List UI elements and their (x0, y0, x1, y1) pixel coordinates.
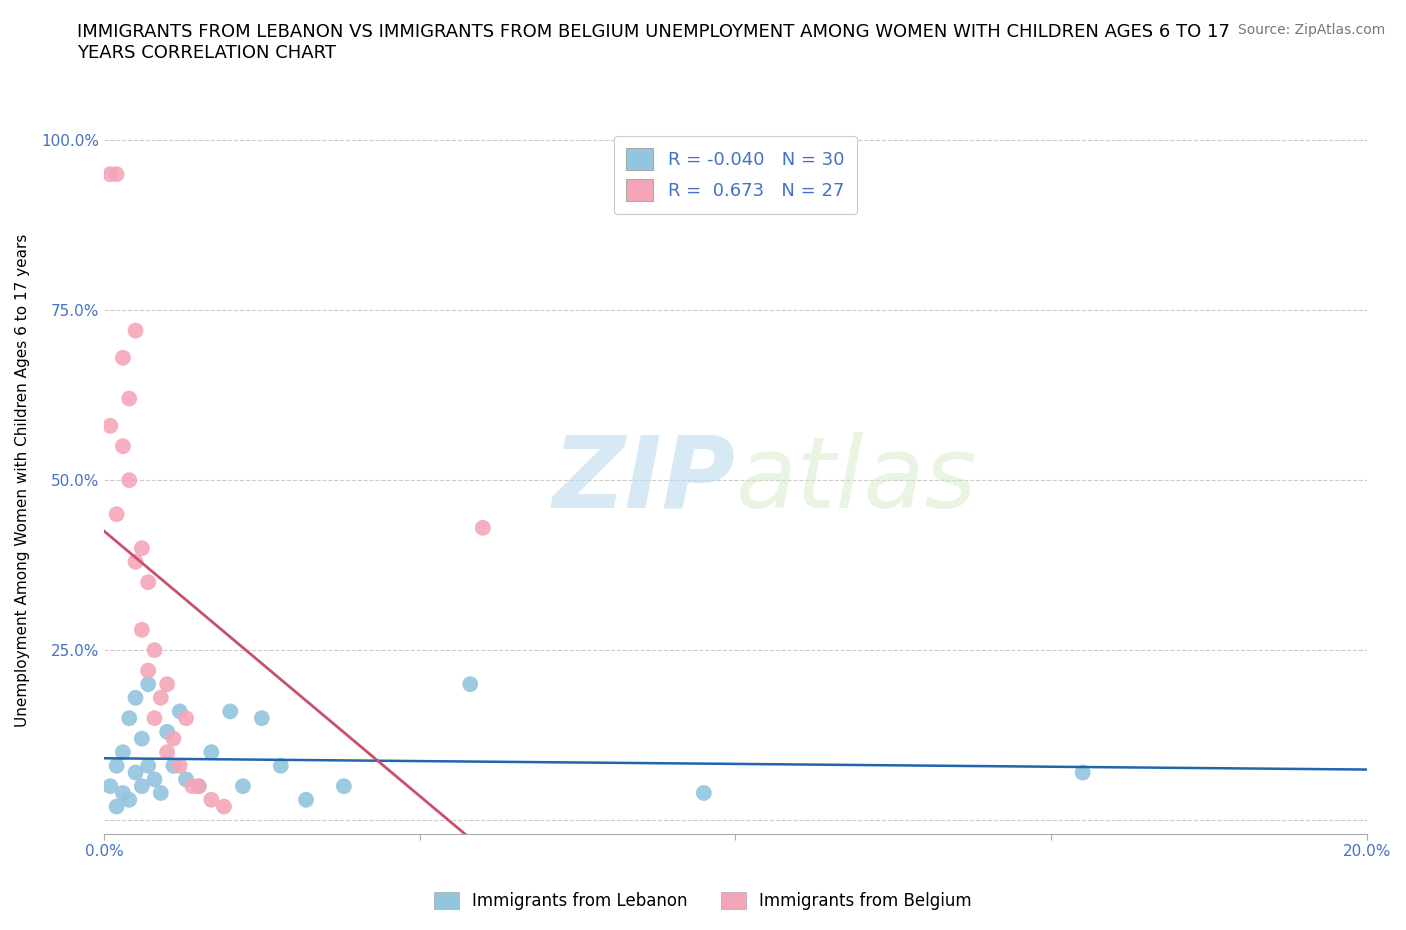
Legend: R = -0.040   N = 30, R =  0.673   N = 27: R = -0.040 N = 30, R = 0.673 N = 27 (614, 136, 858, 214)
Point (136, 663, 159, 678)
Point (131, 731, 153, 746)
Point (105, 507, 128, 522)
Point (162, 758, 184, 773)
Point (124, 554, 146, 569)
Point (471, 521, 494, 536)
Text: atlas: atlas (735, 432, 977, 528)
Point (111, 439, 134, 454)
Point (131, 622, 153, 637)
Point (295, 792, 318, 807)
Point (156, 745, 179, 760)
Point (131, 540, 153, 555)
Point (118, 711, 141, 725)
Point (118, 792, 141, 807)
Point (111, 745, 134, 760)
Point (156, 724, 179, 739)
Point (124, 323, 146, 338)
Point (118, 392, 141, 406)
Point (270, 758, 292, 773)
Point (105, 166, 128, 181)
Point (232, 778, 254, 793)
Point (156, 677, 179, 692)
Point (143, 643, 166, 658)
Text: ZIP: ZIP (553, 432, 735, 528)
Point (174, 772, 197, 787)
Point (136, 677, 159, 692)
Point (169, 758, 191, 773)
Point (187, 778, 209, 793)
Point (181, 778, 204, 793)
Point (136, 758, 159, 773)
Point (169, 704, 191, 719)
Point (143, 772, 166, 787)
Point (136, 575, 159, 590)
Point (105, 758, 128, 773)
Point (693, 786, 716, 801)
Point (250, 711, 273, 725)
Text: Source: ZipAtlas.com: Source: ZipAtlas.com (1237, 23, 1385, 37)
Point (98, 778, 121, 793)
Point (200, 745, 222, 760)
Point (111, 351, 134, 365)
Point (111, 786, 134, 801)
Point (162, 731, 184, 746)
Legend: Immigrants from Lebanon, Immigrants from Belgium: Immigrants from Lebanon, Immigrants from… (427, 885, 979, 917)
Text: IMMIGRANTS FROM LEBANON VS IMMIGRANTS FROM BELGIUM UNEMPLOYMENT AMONG WOMEN WITH: IMMIGRANTS FROM LEBANON VS IMMIGRANTS FR… (77, 23, 1230, 62)
Point (124, 765, 146, 780)
Point (1071, 765, 1094, 780)
Point (212, 799, 235, 814)
Point (458, 677, 481, 692)
Point (174, 711, 197, 725)
Point (124, 690, 146, 705)
Point (143, 711, 166, 725)
Point (187, 778, 209, 793)
Point (333, 778, 356, 793)
Point (219, 704, 242, 719)
Point (98, 166, 121, 181)
Point (98, 418, 121, 433)
Point (105, 799, 128, 814)
Point (149, 690, 172, 705)
Y-axis label: Unemployment Among Women with Children Ages 6 to 17 years: Unemployment Among Women with Children A… (15, 233, 30, 727)
Point (131, 778, 153, 793)
Point (149, 786, 172, 801)
Point (118, 472, 141, 487)
Point (200, 792, 222, 807)
